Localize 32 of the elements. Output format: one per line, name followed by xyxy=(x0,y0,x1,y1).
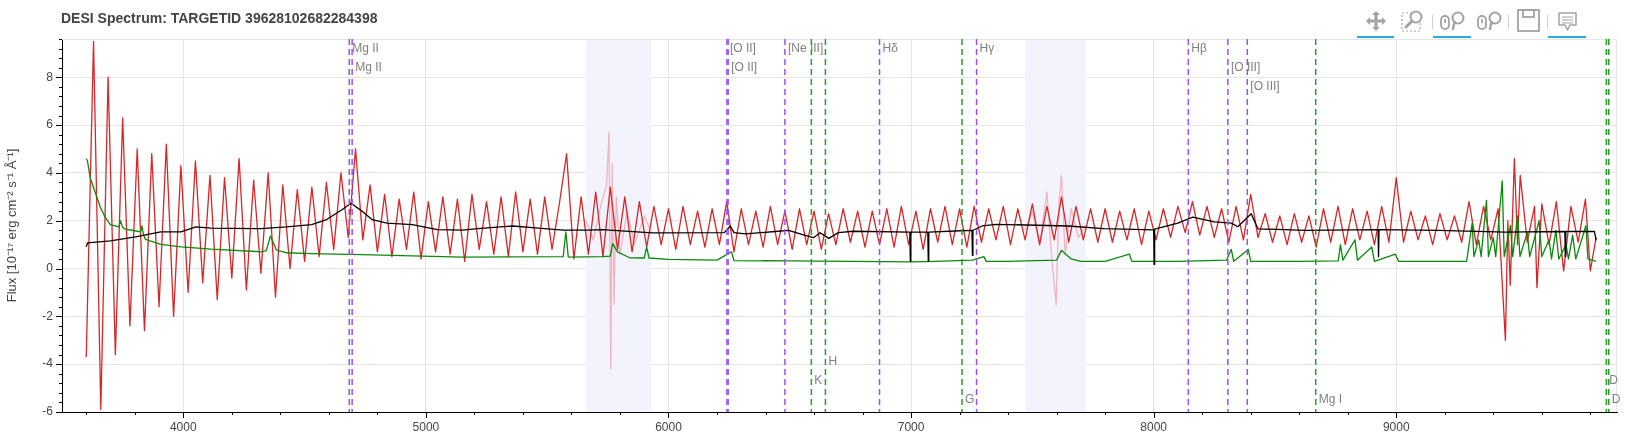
x-tick-label: 5000 xyxy=(412,419,440,434)
annotation: [O II] xyxy=(729,40,756,55)
annotation: Hδ xyxy=(882,40,899,55)
x-tick-label: 9000 xyxy=(1382,419,1410,434)
y-axis-title: Flux [10⁻¹⁷ erg cm⁻² s⁻¹ Å⁻¹] xyxy=(4,148,20,303)
x-tick-label: 8000 xyxy=(1140,419,1168,434)
annotation: Mg II xyxy=(355,60,382,74)
annotation: Hβ xyxy=(1191,40,1208,55)
y-tick-label: -4 xyxy=(42,356,54,371)
annotation: D xyxy=(1611,392,1621,407)
y-tick-label: 4 xyxy=(46,165,54,180)
y-tick-label: 2 xyxy=(46,213,54,228)
annotation: K xyxy=(814,373,823,388)
y-tick-label: 6 xyxy=(46,117,54,132)
x-tick-label: 6000 xyxy=(655,419,683,434)
y-tick-label: -6 xyxy=(42,404,54,419)
annotation: D xyxy=(1609,373,1619,388)
annotation: G xyxy=(965,392,975,407)
annotation: Mg I xyxy=(1318,392,1343,407)
y-tick-label: 8 xyxy=(46,69,54,84)
annotation: Mg II xyxy=(352,40,379,55)
annotation: [O III] xyxy=(1230,60,1261,74)
annotation: [Ne III] xyxy=(787,40,824,55)
x-tick-label: 7000 xyxy=(897,419,925,434)
annotation: H xyxy=(828,354,838,369)
x-tick-label: 4000 xyxy=(169,419,197,434)
annotation: [O II] xyxy=(731,60,758,74)
chart-title: DESI Spectrum: TARGETID 39628102682284398 xyxy=(61,9,378,26)
annotation: Hγ xyxy=(979,40,995,55)
y-tick-label: -2 xyxy=(42,308,54,323)
y-tick-label: 0 xyxy=(46,260,54,275)
annotation: [O III] xyxy=(1250,79,1280,94)
